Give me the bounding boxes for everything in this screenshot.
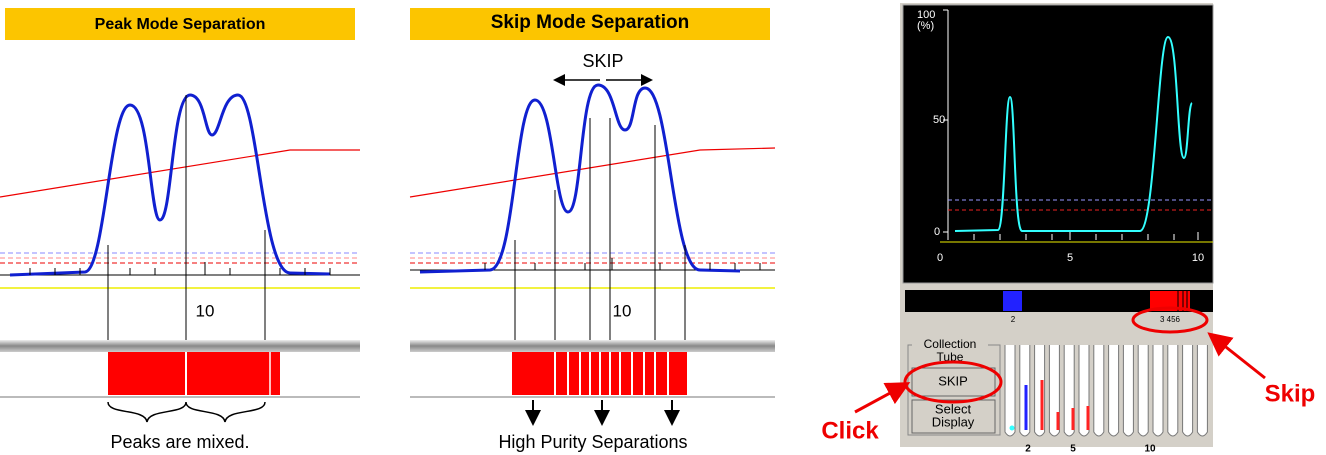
x-label: 0: [937, 252, 943, 264]
software-screenshot: 100 (%) 50 0 0 5 10 2 3 456 Collection T…: [900, 3, 1213, 455]
select-button-label[interactable]: Display: [932, 414, 975, 429]
tube-label: 2: [1025, 444, 1031, 455]
skip-label: Skip: [1265, 380, 1316, 407]
skip-button-label[interactable]: SKIP: [938, 373, 968, 388]
tube: [1138, 345, 1148, 436]
tube-label: 5: [1070, 444, 1076, 455]
tube: [1183, 345, 1193, 436]
x-label: 10: [1192, 252, 1204, 264]
skip-button[interactable]: SKIP: [912, 368, 995, 396]
tube: [1094, 345, 1104, 436]
tube: [1005, 345, 1015, 436]
select-display-button[interactable]: Select Display: [912, 400, 995, 433]
caption: High Purity Separations: [498, 432, 687, 452]
strip-label: 2: [1011, 315, 1016, 324]
panel-title: Peak Mode Separation: [95, 16, 266, 33]
peak-mode-panel: Peak Mode Separation 10 Peaks are mixed.: [0, 8, 360, 452]
tube: [1123, 345, 1133, 436]
tube: [1109, 345, 1119, 436]
strip-label: 3 456: [1160, 315, 1181, 324]
axis-label: 10: [613, 301, 632, 320]
tube-label: 10: [1144, 444, 1156, 455]
tube: [1153, 345, 1163, 436]
figure: Peak Mode Separation 10 Peaks are mixed.…: [0, 0, 1326, 455]
x-label: 5: [1067, 252, 1073, 264]
panel-title: Skip Mode Separation: [491, 12, 689, 33]
caption: Peaks are mixed.: [110, 432, 249, 452]
y-label: 0: [934, 226, 940, 238]
group-title: Collection: [924, 337, 977, 351]
axis-label: 10: [196, 301, 215, 320]
tube: [1197, 345, 1207, 436]
y-label: (%): [917, 20, 934, 32]
arrow-label: SKIP: [582, 51, 623, 71]
tube: [1168, 345, 1178, 436]
skip-mode-panel: Skip Mode Separation SKIP 10 High Purity…: [410, 8, 775, 452]
click-label: Click: [821, 417, 879, 444]
